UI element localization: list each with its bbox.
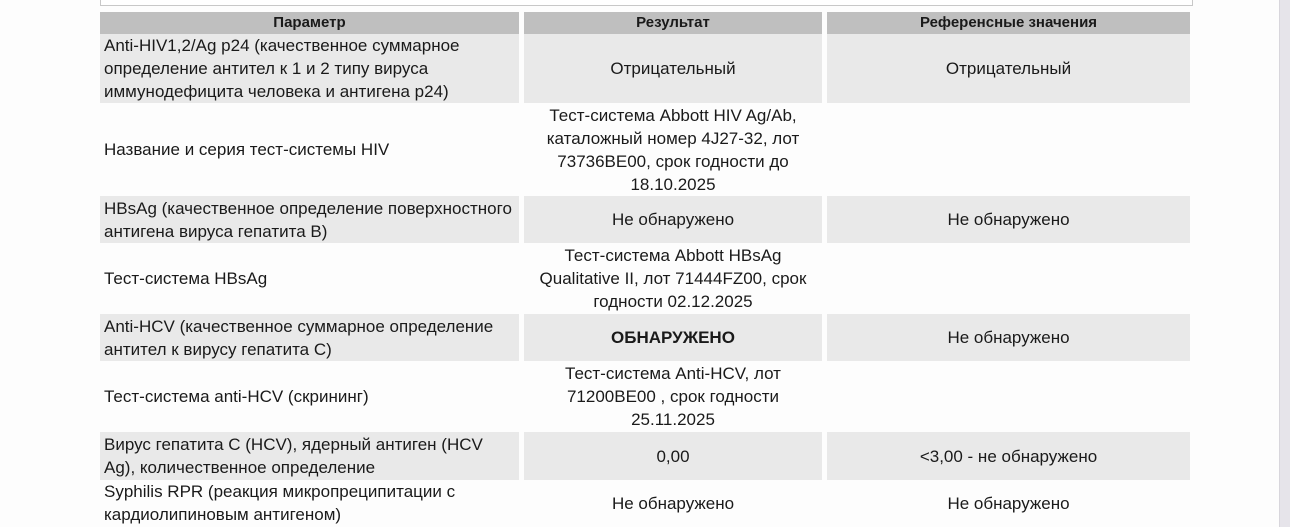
parameter-cell: Anti-HCV (качественное суммарное определ… [100, 314, 519, 361]
result-cell: Отрицательный [524, 34, 822, 103]
result-cell: Не обнаружено [611, 493, 735, 513]
reference-cell [827, 243, 1190, 314]
result-cell: Не обнаружено [524, 196, 822, 243]
parameter-cell: Тест-система anti-HCV (скрининг) [104, 387, 369, 406]
parameter-cell: Тест-система HBsAg [104, 269, 268, 288]
parameter-cell: Вирус гепатита C (HCV), ядерный антиген … [100, 432, 519, 480]
result-cell: Тест-система Abbott HIV Ag/Ab, каталожны… [546, 105, 800, 194]
reference-cell: <3,00 - не обнаружено [827, 432, 1190, 480]
reference-cell: Не обнаружено [947, 493, 1070, 513]
result-cell: ОБНАРУЖЕНО [524, 314, 822, 361]
reference-cell [827, 361, 1190, 432]
reference-cell: Отрицательный [827, 34, 1190, 103]
parameter-cell: Syphilis RPR (реакция микропреципитации … [104, 482, 456, 524]
reference-cell [827, 103, 1190, 196]
parameter-cell: Название и серия тест-системы HIV [104, 140, 390, 159]
result-cell: Тест-система Abbott HBsAg Qualitative II… [539, 246, 807, 311]
scrollbar[interactable] [1279, 0, 1290, 527]
header-parameter: Параметр [100, 12, 519, 34]
reference-cell: Не обнаружено [827, 314, 1190, 361]
parameter-cell: HBsAg (качественное определение поверхно… [100, 196, 519, 243]
lab-results-table: Параметр Результат Референсные значения … [100, 12, 1190, 526]
result-cell: Тест-система Anti-HCV, лот 71200BE00 , с… [565, 364, 781, 429]
parameter-cell: Anti-HIV1,2/Ag p24 (качественное суммарн… [100, 34, 519, 103]
previous-section-box [100, 0, 1193, 6]
reference-cell: Не обнаружено [827, 196, 1190, 243]
header-reference: Референсные значения [827, 12, 1190, 34]
result-cell: 0,00 [524, 432, 822, 480]
header-result: Результат [524, 12, 822, 34]
